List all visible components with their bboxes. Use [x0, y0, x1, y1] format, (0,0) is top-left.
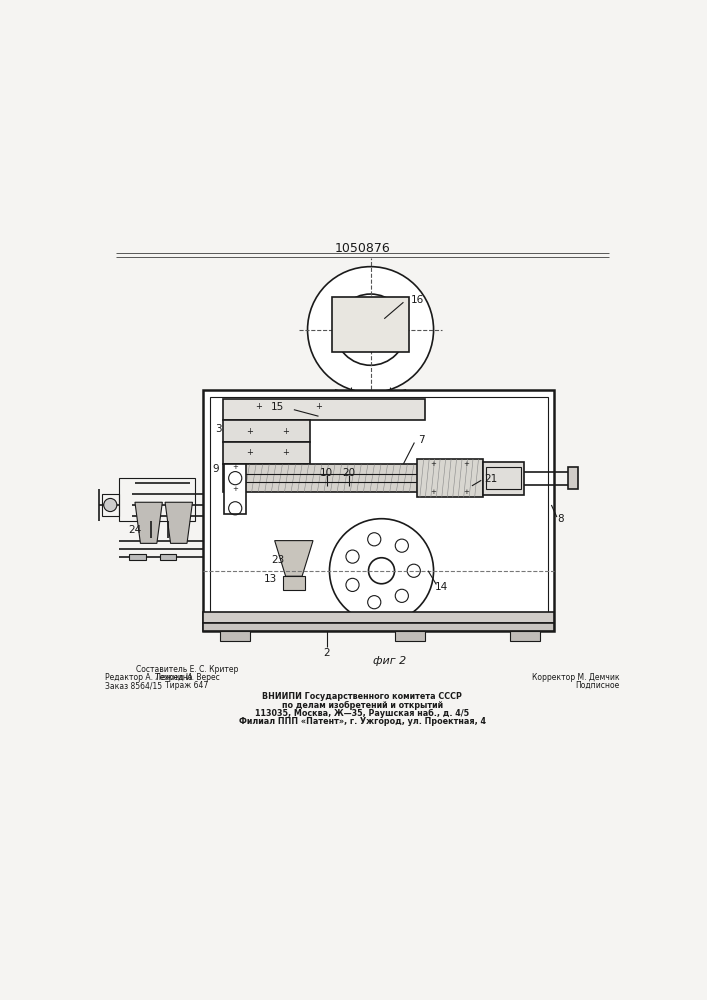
Bar: [223, 399, 426, 420]
Text: +: +: [431, 489, 436, 495]
Circle shape: [104, 498, 117, 512]
Polygon shape: [165, 502, 192, 543]
Text: 9: 9: [212, 464, 218, 474]
Text: +: +: [464, 461, 469, 467]
Bar: [483, 462, 524, 495]
Bar: [129, 554, 146, 560]
Bar: [224, 464, 246, 514]
Text: +: +: [282, 448, 289, 457]
Text: 113035, Москва, Ж—35, Раушская наб., д. 4/5: 113035, Москва, Ж—35, Раушская наб., д. …: [255, 709, 469, 718]
Polygon shape: [135, 502, 163, 543]
Bar: [417, 459, 483, 497]
Bar: [568, 467, 578, 489]
Text: 10: 10: [320, 468, 333, 478]
Text: 7: 7: [419, 435, 425, 445]
Text: ВНИИПИ Государственного комитета СССР: ВНИИПИ Государственного комитета СССР: [262, 692, 462, 701]
Text: +: +: [315, 402, 322, 411]
Text: +: +: [233, 485, 240, 494]
Bar: [210, 397, 547, 624]
Text: +: +: [282, 427, 289, 436]
Text: 23: 23: [271, 555, 284, 565]
Text: Тираж 647: Тираж 647: [165, 681, 209, 690]
Bar: [220, 631, 250, 641]
Text: +: +: [431, 461, 436, 467]
Circle shape: [329, 519, 433, 623]
Bar: [283, 576, 305, 590]
Bar: [510, 631, 540, 641]
Circle shape: [393, 474, 403, 484]
Bar: [486, 467, 521, 489]
Circle shape: [386, 467, 410, 491]
Text: +: +: [247, 427, 253, 436]
Circle shape: [233, 467, 257, 491]
Bar: [204, 612, 554, 623]
Text: Подписное: Подписное: [575, 681, 620, 690]
Text: по делам изобретений и открытий: по делам изобретений и открытий: [282, 700, 443, 710]
Bar: [160, 554, 176, 560]
Bar: [204, 390, 554, 631]
Text: 3: 3: [216, 424, 222, 434]
Text: 13: 13: [264, 574, 277, 584]
Text: Техред И. Верес: Техред И. Верес: [155, 673, 219, 682]
Text: +: +: [464, 489, 469, 495]
Circle shape: [355, 314, 386, 345]
Bar: [223, 420, 310, 442]
Text: 24: 24: [129, 525, 141, 535]
Text: 20: 20: [342, 468, 355, 478]
Bar: [332, 297, 409, 352]
Text: 2: 2: [323, 648, 330, 658]
Bar: [102, 494, 119, 516]
Bar: [395, 631, 426, 641]
Circle shape: [240, 474, 250, 484]
Text: +: +: [233, 464, 238, 470]
Text: +: +: [233, 486, 238, 492]
Text: +: +: [247, 448, 253, 457]
Text: Составитель Е. С. Критер: Составитель Е. С. Критер: [136, 665, 238, 674]
Text: Редактор А. Лежнина: Редактор А. Лежнина: [105, 673, 192, 682]
Text: фиг 2: фиг 2: [373, 656, 407, 666]
Text: 8: 8: [557, 514, 564, 524]
Text: Заказ 8564/15: Заказ 8564/15: [105, 681, 162, 690]
Text: 21: 21: [484, 474, 498, 484]
Bar: [223, 464, 436, 492]
Text: Корректор М. Демчик: Корректор М. Демчик: [532, 673, 620, 682]
Polygon shape: [275, 541, 313, 576]
Text: 15: 15: [271, 402, 284, 412]
Circle shape: [308, 267, 433, 393]
Text: 14: 14: [436, 582, 448, 592]
Text: +: +: [255, 402, 262, 411]
Text: 16: 16: [411, 295, 423, 305]
Text: Филиал ППП «Патент», г. Ужгород, ул. Проектная, 4: Филиал ППП «Патент», г. Ужгород, ул. Про…: [239, 717, 486, 726]
Bar: [223, 442, 310, 464]
Text: 1050876: 1050876: [334, 242, 390, 255]
Bar: [204, 623, 554, 631]
Text: +: +: [233, 463, 240, 472]
Bar: [119, 478, 195, 521]
